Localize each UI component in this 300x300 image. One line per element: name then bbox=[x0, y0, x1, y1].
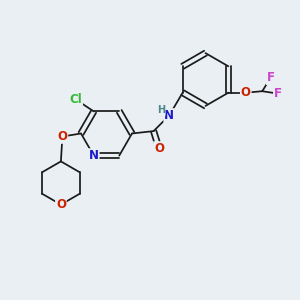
Text: O: O bbox=[241, 86, 251, 99]
Text: Cl: Cl bbox=[69, 93, 82, 106]
Text: N: N bbox=[89, 149, 99, 162]
Text: O: O bbox=[57, 130, 68, 143]
Text: O: O bbox=[154, 142, 164, 155]
Text: O: O bbox=[56, 198, 66, 211]
Text: H: H bbox=[157, 105, 165, 115]
Text: F: F bbox=[274, 87, 282, 100]
Text: F: F bbox=[267, 71, 275, 84]
Text: N: N bbox=[164, 109, 174, 122]
